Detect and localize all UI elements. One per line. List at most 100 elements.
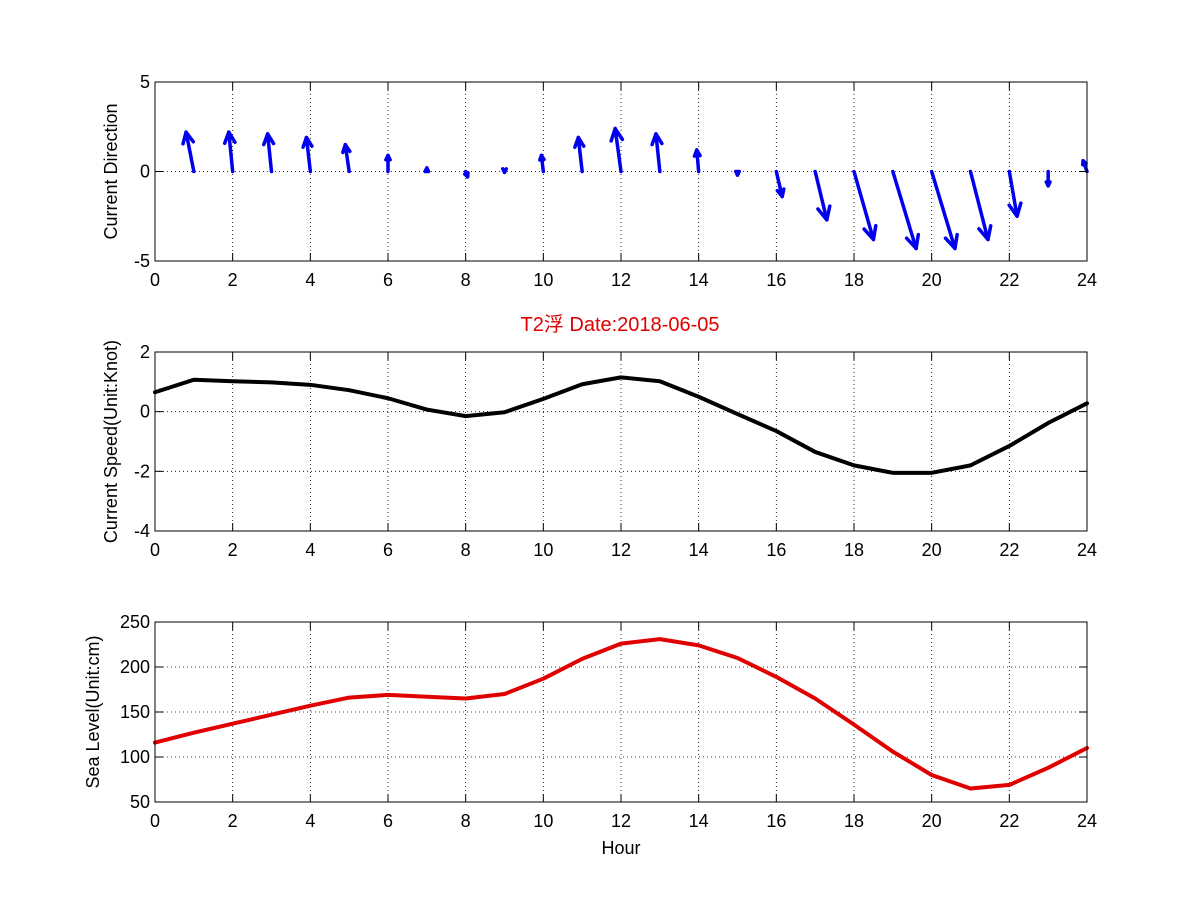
x-tick-label: 18 xyxy=(844,811,864,831)
quiver-arrow-shaft xyxy=(184,130,196,174)
quiver-arrow-shaft xyxy=(654,132,662,174)
x-tick-label: 22 xyxy=(999,270,1019,290)
x-tick-label: 2 xyxy=(228,540,238,560)
quiver-arrow-head xyxy=(1080,159,1088,167)
x-tick-label: 8 xyxy=(461,270,471,290)
quiver-arrow-shaft xyxy=(576,135,584,174)
y-axis-label: Current Speed(Unit:Knot) xyxy=(101,340,121,543)
x-tick-label: 16 xyxy=(766,540,786,560)
x-tick-label: 6 xyxy=(383,811,393,831)
x-tick-label: 10 xyxy=(533,811,553,831)
y-tick-label: 250 xyxy=(120,612,150,632)
x-tick-label: 12 xyxy=(611,540,631,560)
x-tick-label: 22 xyxy=(999,811,1019,831)
x-tick-label: 2 xyxy=(228,811,238,831)
x-tick-label: 10 xyxy=(533,540,553,560)
quiver-arrow-head xyxy=(734,169,741,177)
quiver-arrow-shaft xyxy=(265,132,274,174)
quiver-arrow-shaft xyxy=(813,169,829,222)
x-tick-label: 16 xyxy=(766,811,786,831)
y-tick-label: 0 xyxy=(140,402,150,422)
quiver-arrow-shaft xyxy=(343,142,351,174)
quiver-arrow-head xyxy=(943,232,959,251)
y-axis-label: Current Direction xyxy=(101,103,121,239)
quiver-arrow-shaft xyxy=(852,169,876,242)
quiver-arrow-head xyxy=(904,232,921,251)
quiver-arrow-head xyxy=(573,135,586,149)
quiver-arrow-head xyxy=(222,130,237,146)
x-tick-label: 24 xyxy=(1077,540,1097,560)
figure-title: T2浮 Date:2018-06-05 xyxy=(520,313,719,336)
quiver-arrow-head xyxy=(501,167,508,175)
x-tick-label: 10 xyxy=(533,270,553,290)
x-tick-label: 2 xyxy=(228,270,238,290)
quiver-arrow-head xyxy=(650,132,664,147)
quiver-arrow-head xyxy=(977,224,993,242)
y-tick-label: -4 xyxy=(134,521,150,541)
x-tick-label: 4 xyxy=(305,540,315,560)
x-tick-label: 16 xyxy=(766,270,786,290)
quiver-arrow-shaft xyxy=(891,169,918,251)
quiver-arrow-head xyxy=(1007,201,1023,218)
x-tick-label: 4 xyxy=(305,270,315,290)
quiver-arrow-head xyxy=(384,153,392,162)
quiver-arrow-shaft xyxy=(1007,169,1019,218)
quiver-arrow-shaft xyxy=(304,135,313,174)
y-tick-label: 5 xyxy=(140,72,150,92)
y-tick-label: 2 xyxy=(140,342,150,362)
x-tick-label: 18 xyxy=(844,540,864,560)
quiver-arrow-shaft xyxy=(929,169,957,251)
x-tick-label: 20 xyxy=(922,540,942,560)
x-axis-label: Hour xyxy=(601,838,640,858)
y-tick-label: -5 xyxy=(134,251,150,271)
series-line xyxy=(153,375,1089,475)
y-tick-label: 0 xyxy=(140,162,150,182)
series-line xyxy=(153,637,1089,791)
x-tick-label: 0 xyxy=(150,270,160,290)
quiver-arrow-shaft xyxy=(613,126,623,174)
x-tick-label: 8 xyxy=(461,811,471,831)
x-tick-label: 4 xyxy=(305,811,315,831)
quiver-arrow-head xyxy=(692,148,702,158)
x-tick-label: 24 xyxy=(1077,811,1097,831)
x-tick-label: 18 xyxy=(844,270,864,290)
y-tick-label: 100 xyxy=(120,747,150,767)
y-tick-label: 150 xyxy=(120,702,150,722)
x-tick-label: 20 xyxy=(922,811,942,831)
quiver-arrow-head xyxy=(775,187,786,199)
quiver-arrow-shaft xyxy=(227,130,235,174)
quiver-arrow-shaft xyxy=(968,169,990,242)
x-tick-label: 8 xyxy=(461,540,471,560)
x-tick-label: 6 xyxy=(383,540,393,560)
quiver-arrow-head xyxy=(1044,180,1052,188)
quiver-arrow-head xyxy=(181,130,196,146)
quiver-arrow-head xyxy=(301,135,314,149)
quiver-arrow-head xyxy=(423,166,431,174)
y-tick-label: 200 xyxy=(120,657,150,677)
x-tick-label: 24 xyxy=(1077,270,1097,290)
y-tick-label: -2 xyxy=(134,461,150,481)
x-tick-label: 0 xyxy=(150,811,160,831)
y-axis-label: Sea Level(Unit:cm) xyxy=(83,635,103,788)
quiver-arrow-head xyxy=(816,204,832,222)
quiver-arrow-head xyxy=(462,171,470,179)
x-tick-label: 0 xyxy=(150,540,160,560)
x-tick-label: 20 xyxy=(922,270,942,290)
x-tick-label: 14 xyxy=(689,811,709,831)
quiver-arrow-shaft xyxy=(774,169,784,199)
quiver-arrow-head xyxy=(862,223,878,242)
x-tick-label: 14 xyxy=(689,540,709,560)
x-tick-label: 12 xyxy=(611,270,631,290)
quiver-arrow-head xyxy=(262,132,276,147)
quiver-arrow-head xyxy=(341,142,352,155)
x-tick-label: 22 xyxy=(999,540,1019,560)
x-tick-label: 6 xyxy=(383,270,393,290)
quiver-arrow-head xyxy=(609,126,625,143)
x-tick-label: 12 xyxy=(611,811,631,831)
x-tick-label: 14 xyxy=(689,270,709,290)
